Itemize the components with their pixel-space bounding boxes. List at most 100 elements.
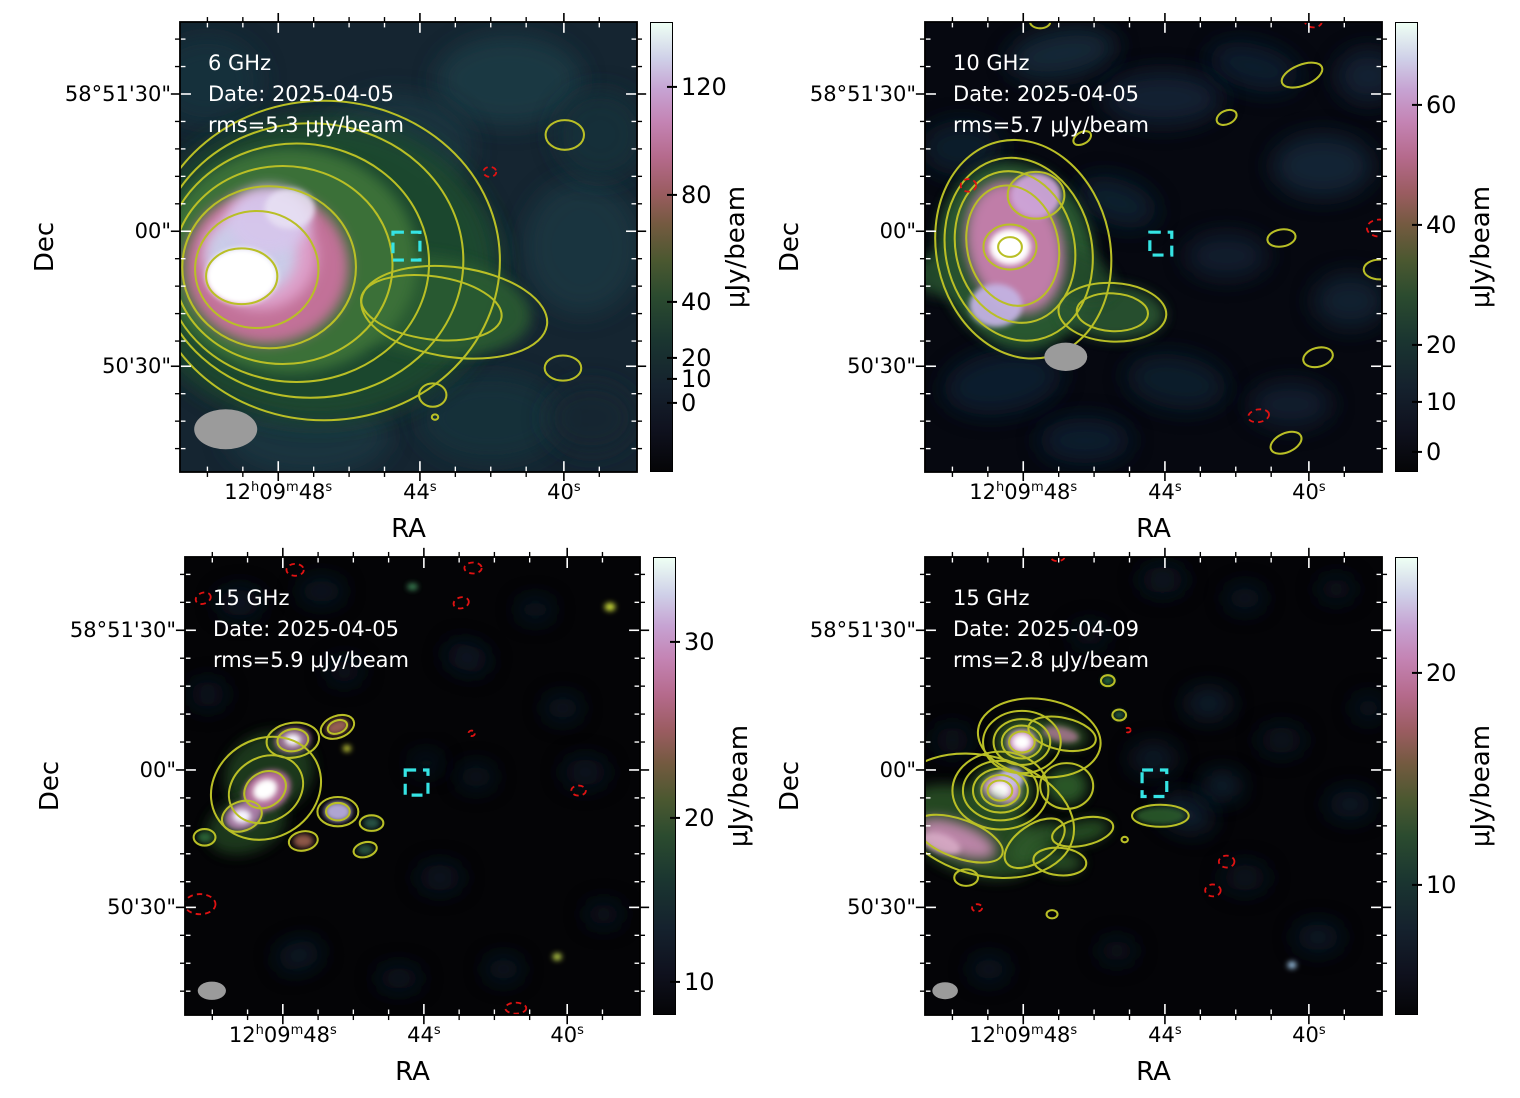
colorbar-tick-label: 20 xyxy=(1426,658,1457,687)
colorbar-gradient xyxy=(653,557,676,1015)
ra-tick-label: 44s xyxy=(407,1023,441,1047)
colorbar-tick-label: 20 xyxy=(681,344,712,373)
panel-annotation: 15 GHz Date: 2025-04-05 rms=5.9 μJy/beam xyxy=(213,583,409,676)
colorbar-tick xyxy=(667,85,677,88)
colorbar-tick xyxy=(667,357,677,360)
colorbar-gradient xyxy=(1395,22,1418,472)
ra-tick-label: 44s xyxy=(1148,1023,1182,1047)
radio-map-15ghz-apr09 xyxy=(915,547,1392,1025)
colorbar-tick xyxy=(1412,223,1422,227)
ra-tick-label: 44s xyxy=(1148,480,1182,504)
frequency-label: 15 GHz xyxy=(953,586,1030,610)
date-label: Date: 2025-04-09 xyxy=(953,617,1139,641)
date-label: Date: 2025-04-05 xyxy=(213,617,399,641)
colorbar-tick-label: 20 xyxy=(684,804,715,833)
ra-tick-label: 40s xyxy=(547,480,581,504)
colorbar-gradient xyxy=(650,22,673,472)
dec-tick-label: 50'30" xyxy=(847,354,916,379)
dec-tick-label: 58°51'30" xyxy=(69,618,176,643)
panel-6ghz: Dec 58°51'30" 00" 50'30" 6 GHz Date: 202… xyxy=(30,13,751,544)
colorbar-tick-label: 10 xyxy=(681,364,712,393)
dec-tick-label: 00" xyxy=(879,219,916,244)
radio-map-10ghz xyxy=(915,13,1392,481)
ra-tick-label: 44s xyxy=(403,480,437,504)
panel-annotation: 10 GHz Date: 2025-04-05 rms=5.7 μJy/beam xyxy=(953,48,1149,141)
frequency-label: 15 GHz xyxy=(213,586,290,610)
colorbar-tick-label: 120 xyxy=(681,72,727,101)
panel-15ghz-apr09: Dec 58°51'30" 00" 50'30" 15 GHz Date: 20… xyxy=(775,547,1496,1087)
colorbar-gradient xyxy=(1395,557,1418,1015)
colorbar-unit-label: μJy/beam xyxy=(1466,185,1496,309)
ra-axis-title: RA xyxy=(395,1057,430,1087)
dec-tick-label: 58°51'30" xyxy=(809,618,916,643)
rms-label: rms=5.9 μJy/beam xyxy=(213,648,409,672)
colorbar-tick-label: 10 xyxy=(1426,387,1457,416)
ra-tick-label: 40s xyxy=(1292,1023,1326,1047)
dec-tick-label: 50'30" xyxy=(107,895,176,920)
rms-label: rms=5.7 μJy/beam xyxy=(953,113,1149,137)
colorbar-tick-label: 40 xyxy=(1426,210,1457,239)
dec-tick-label: 58°51'30" xyxy=(809,82,916,106)
colorbar: 30 20 10 xyxy=(653,557,715,1015)
frequency-label: 6 GHz xyxy=(208,51,272,75)
colorbar: 120 80 40 20 10 0 xyxy=(650,22,727,472)
ra-axis-title: RA xyxy=(1136,1057,1171,1087)
colorbar-unit-label: μJy/beam xyxy=(724,724,754,848)
colorbar-unit-label: μJy/beam xyxy=(721,185,751,309)
colorbar-tick-label: 10 xyxy=(684,968,715,997)
colorbar-tick-label: 20 xyxy=(1426,331,1457,360)
colorbar-tick xyxy=(1412,344,1422,347)
dec-tick-label: 50'30" xyxy=(102,354,171,379)
colorbar-tick-label: 40 xyxy=(681,287,712,316)
ra-tick-label: 12h09m48s xyxy=(969,1023,1078,1047)
ra-axis-title: RA xyxy=(391,514,426,544)
dec-tick-label: 50'30" xyxy=(847,895,916,920)
colorbar-tick-label: 30 xyxy=(684,628,715,657)
date-label: Date: 2025-04-05 xyxy=(208,82,394,106)
panel-10ghz: Dec 58°51'30" 00" 50'30" 10 GHz Date: 20… xyxy=(775,13,1496,544)
dec-axis-title: Dec xyxy=(775,760,805,812)
colorbar-tick xyxy=(1412,671,1422,674)
colorbar-tick xyxy=(670,980,680,984)
radio-map-6ghz xyxy=(170,13,647,481)
ra-axis-title: RA xyxy=(1136,514,1171,544)
rms-label: rms=2.8 μJy/beam xyxy=(953,648,1149,672)
panel-annotation: 15 GHz Date: 2025-04-09 rms=2.8 μJy/beam xyxy=(953,583,1149,676)
colorbar-tick-label: 10 xyxy=(1426,870,1457,899)
colorbar-tick xyxy=(667,193,677,196)
colorbar-tick xyxy=(1412,883,1422,887)
colorbar-tick xyxy=(670,816,680,820)
colorbar-tick-label: 0 xyxy=(681,389,697,418)
colorbar-tick xyxy=(667,300,677,303)
colorbar: 60 40 20 10 0 xyxy=(1395,22,1457,472)
colorbar-tick xyxy=(1412,400,1422,403)
colorbar-tick xyxy=(1412,451,1422,454)
colorbar-tick xyxy=(667,402,677,405)
dec-axis-title: Dec xyxy=(30,221,60,273)
colorbar-unit-label: μJy/beam xyxy=(1466,724,1496,848)
ra-tick-label: 12h09m48s xyxy=(969,480,1078,504)
dec-tick-label: 00" xyxy=(134,219,171,244)
colorbar-tick xyxy=(1412,103,1422,106)
panel-15ghz-apr05: Dec 58°51'30" 00" 50'30" 15 GHz Date: 20… xyxy=(35,547,754,1087)
colorbar-tick-label: 0 xyxy=(1426,438,1442,467)
ra-tick-label: 40s xyxy=(1292,480,1326,504)
colorbar-tick-label: 60 xyxy=(1426,90,1457,119)
dec-tick-label: 58°51'30" xyxy=(64,82,171,106)
panel-annotation: 6 GHz Date: 2025-04-05 rms=5.3 μJy/beam xyxy=(208,48,404,141)
ra-tick-label: 40s xyxy=(550,1023,584,1047)
dec-axis-title: Dec xyxy=(775,221,805,273)
colorbar-tick xyxy=(667,377,677,380)
date-label: Date: 2025-04-05 xyxy=(953,82,1139,106)
rms-label: rms=5.3 μJy/beam xyxy=(208,113,404,137)
ra-tick-label: 12h09m48s xyxy=(224,480,333,504)
dec-tick-label: 00" xyxy=(879,757,916,782)
dec-axis-title: Dec xyxy=(35,760,65,812)
colorbar-tick-label: 80 xyxy=(681,180,712,209)
ra-tick-label: 12h09m48s xyxy=(228,1023,337,1047)
colorbar: 20 10 xyxy=(1395,557,1457,1015)
colorbar-tick xyxy=(670,641,680,644)
radio-map-15ghz-apr05 xyxy=(175,547,650,1025)
dec-tick-label: 00" xyxy=(139,757,176,782)
